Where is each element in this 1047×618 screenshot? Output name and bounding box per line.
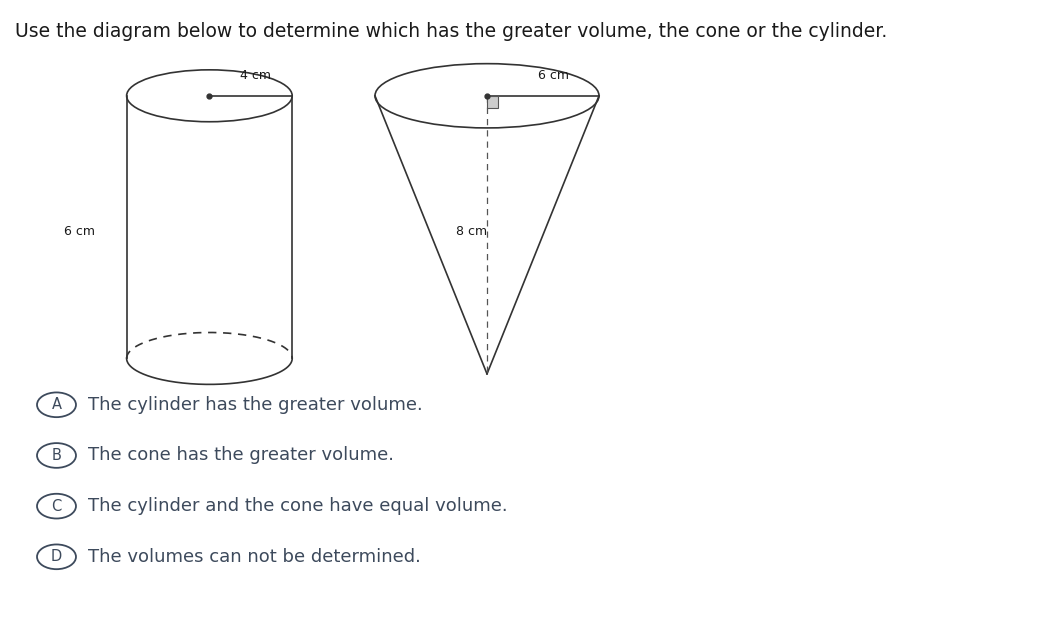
Text: 6 cm: 6 cm — [65, 225, 95, 239]
Text: A: A — [51, 397, 62, 412]
Text: B: B — [51, 448, 62, 463]
Text: 8 cm: 8 cm — [455, 225, 487, 239]
Text: Use the diagram below to determine which has the greater volume, the cone or the: Use the diagram below to determine which… — [15, 22, 887, 41]
Text: 4 cm: 4 cm — [240, 69, 271, 82]
Text: The cone has the greater volume.: The cone has the greater volume. — [88, 446, 394, 465]
Text: The cylinder has the greater volume.: The cylinder has the greater volume. — [88, 396, 422, 414]
Polygon shape — [487, 96, 497, 108]
Text: The volumes can not be determined.: The volumes can not be determined. — [88, 548, 421, 566]
Text: D: D — [51, 549, 62, 564]
Text: 6 cm: 6 cm — [538, 69, 569, 82]
Text: C: C — [51, 499, 62, 514]
Text: The cylinder and the cone have equal volume.: The cylinder and the cone have equal vol… — [88, 497, 508, 515]
